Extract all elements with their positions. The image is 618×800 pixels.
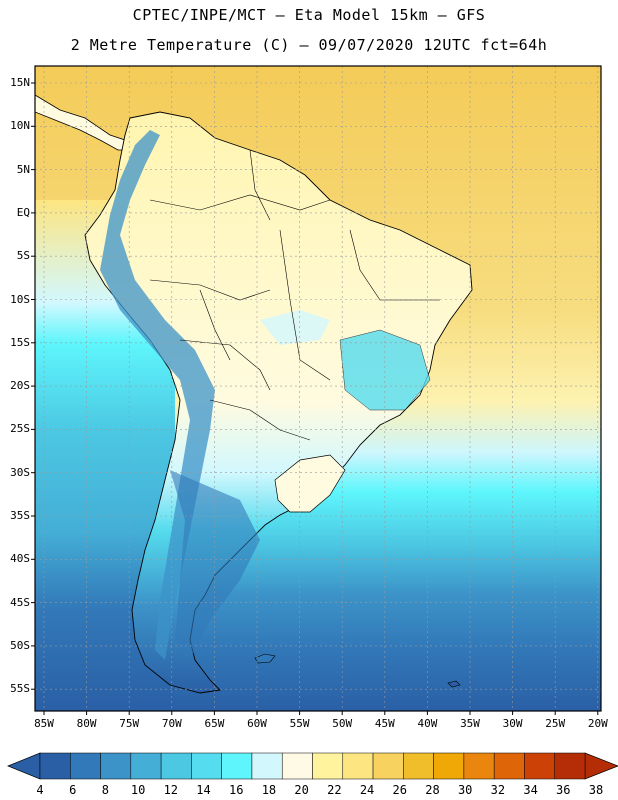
- colorbar-high-arrow: [584, 752, 618, 780]
- lon-label: 40W: [417, 717, 438, 730]
- colorbar-label: 8: [101, 783, 110, 797]
- lon-label: 45W: [374, 717, 395, 730]
- colorbar-cell: [433, 752, 465, 780]
- patagonia-cold-zone: [170, 470, 260, 660]
- lat-label: 35S: [10, 509, 30, 522]
- lat-label: 40S: [10, 552, 30, 566]
- lon-label: 35W: [460, 717, 480, 730]
- map-title-line1: CPTEC/INPE/MCT – Eta Model 15km – GFS: [132, 6, 486, 24]
- colorbar-label: 24: [359, 783, 375, 797]
- axis-ticks: [31, 82, 599, 715]
- colorbar-cell: [251, 752, 283, 780]
- map-frame: [34, 65, 602, 712]
- colorbar-label: 14: [196, 783, 211, 797]
- lat-label: 25S: [10, 422, 30, 436]
- lat-label: 15N: [10, 76, 30, 89]
- lat-label: 5N: [16, 162, 30, 176]
- lat-label: 10S: [10, 292, 30, 306]
- lon-label: 20W: [587, 717, 608, 730]
- colorbar-label: 4: [36, 783, 44, 797]
- colorbar-cell: [342, 752, 374, 780]
- lat-label: 45S: [10, 595, 30, 609]
- colorbar-label: 36: [556, 783, 571, 797]
- colorbar-cell: [493, 752, 525, 780]
- colorbar-cell: [100, 752, 132, 780]
- colorbar-low-arrow: [7, 752, 41, 780]
- central-brazil-cool-zone: [260, 310, 330, 345]
- lon-label: 55W: [289, 717, 310, 730]
- colorbar-cell: [312, 752, 344, 780]
- uruguay-region: [274, 454, 346, 513]
- colorbar-cell: [221, 752, 253, 780]
- lon-label: 60W: [247, 717, 267, 730]
- colorbar-label: 28: [425, 783, 440, 797]
- colorbar-label: 10: [130, 783, 146, 797]
- lon-label: 85W: [34, 717, 54, 730]
- colorbar-label: 32: [490, 783, 506, 797]
- colorbar-label: 12: [163, 783, 179, 797]
- lat-label: EQ: [16, 205, 30, 219]
- colorbar-label: 18: [261, 783, 277, 797]
- southeast-brazil-cool-zone: [339, 329, 431, 411]
- colorbar-label: 6: [69, 783, 77, 797]
- lat-label: 30S: [10, 465, 30, 479]
- south-georgia-island: [447, 680, 461, 688]
- lat-label: 55S: [10, 682, 30, 696]
- colorbar-cell: [160, 752, 192, 780]
- lat-label: 50S: [10, 638, 30, 652]
- lat-lon-grid: [35, 66, 601, 711]
- lat-label: 20S: [10, 379, 30, 393]
- colorbar-cell: [403, 752, 434, 780]
- falkland-islands: [254, 653, 276, 664]
- colorbar-cell: [39, 752, 71, 780]
- colorbar: [7, 752, 618, 780]
- lon-label: 75W: [119, 717, 140, 730]
- colorbar-label: 30: [457, 783, 473, 797]
- colorbar-cell: [524, 752, 555, 780]
- lon-label: 80W: [76, 717, 97, 730]
- colorbar-cell: [130, 752, 162, 780]
- lon-label: 25W: [545, 717, 566, 730]
- lon-label: 30W: [502, 717, 523, 730]
- lat-label: 15S: [10, 335, 30, 349]
- colorbar-label: 22: [327, 783, 342, 797]
- colorbar-cell: [191, 752, 222, 780]
- lon-label: 70W: [161, 717, 182, 730]
- colorbar-label: 34: [523, 783, 538, 797]
- colorbar-cell: [463, 752, 495, 780]
- colorbar-label: 26: [392, 783, 407, 797]
- colorbar-cell: [372, 752, 404, 780]
- colorbar-cell: [554, 752, 586, 780]
- colorbar-label: 38: [588, 783, 604, 797]
- colorbar-cell: [281, 752, 313, 780]
- lon-label: 65W: [204, 717, 225, 730]
- lat-label: 10N: [10, 119, 30, 133]
- lat-label: 5S: [16, 249, 30, 263]
- lon-label: 50W: [332, 717, 353, 730]
- colorbar-label: 16: [229, 783, 244, 797]
- map-title-line2: 2 Metre Temperature (C) – 09/07/2020 12U…: [70, 36, 548, 54]
- colorbar-cell: [70, 752, 101, 780]
- colorbar-label: 20: [294, 783, 309, 797]
